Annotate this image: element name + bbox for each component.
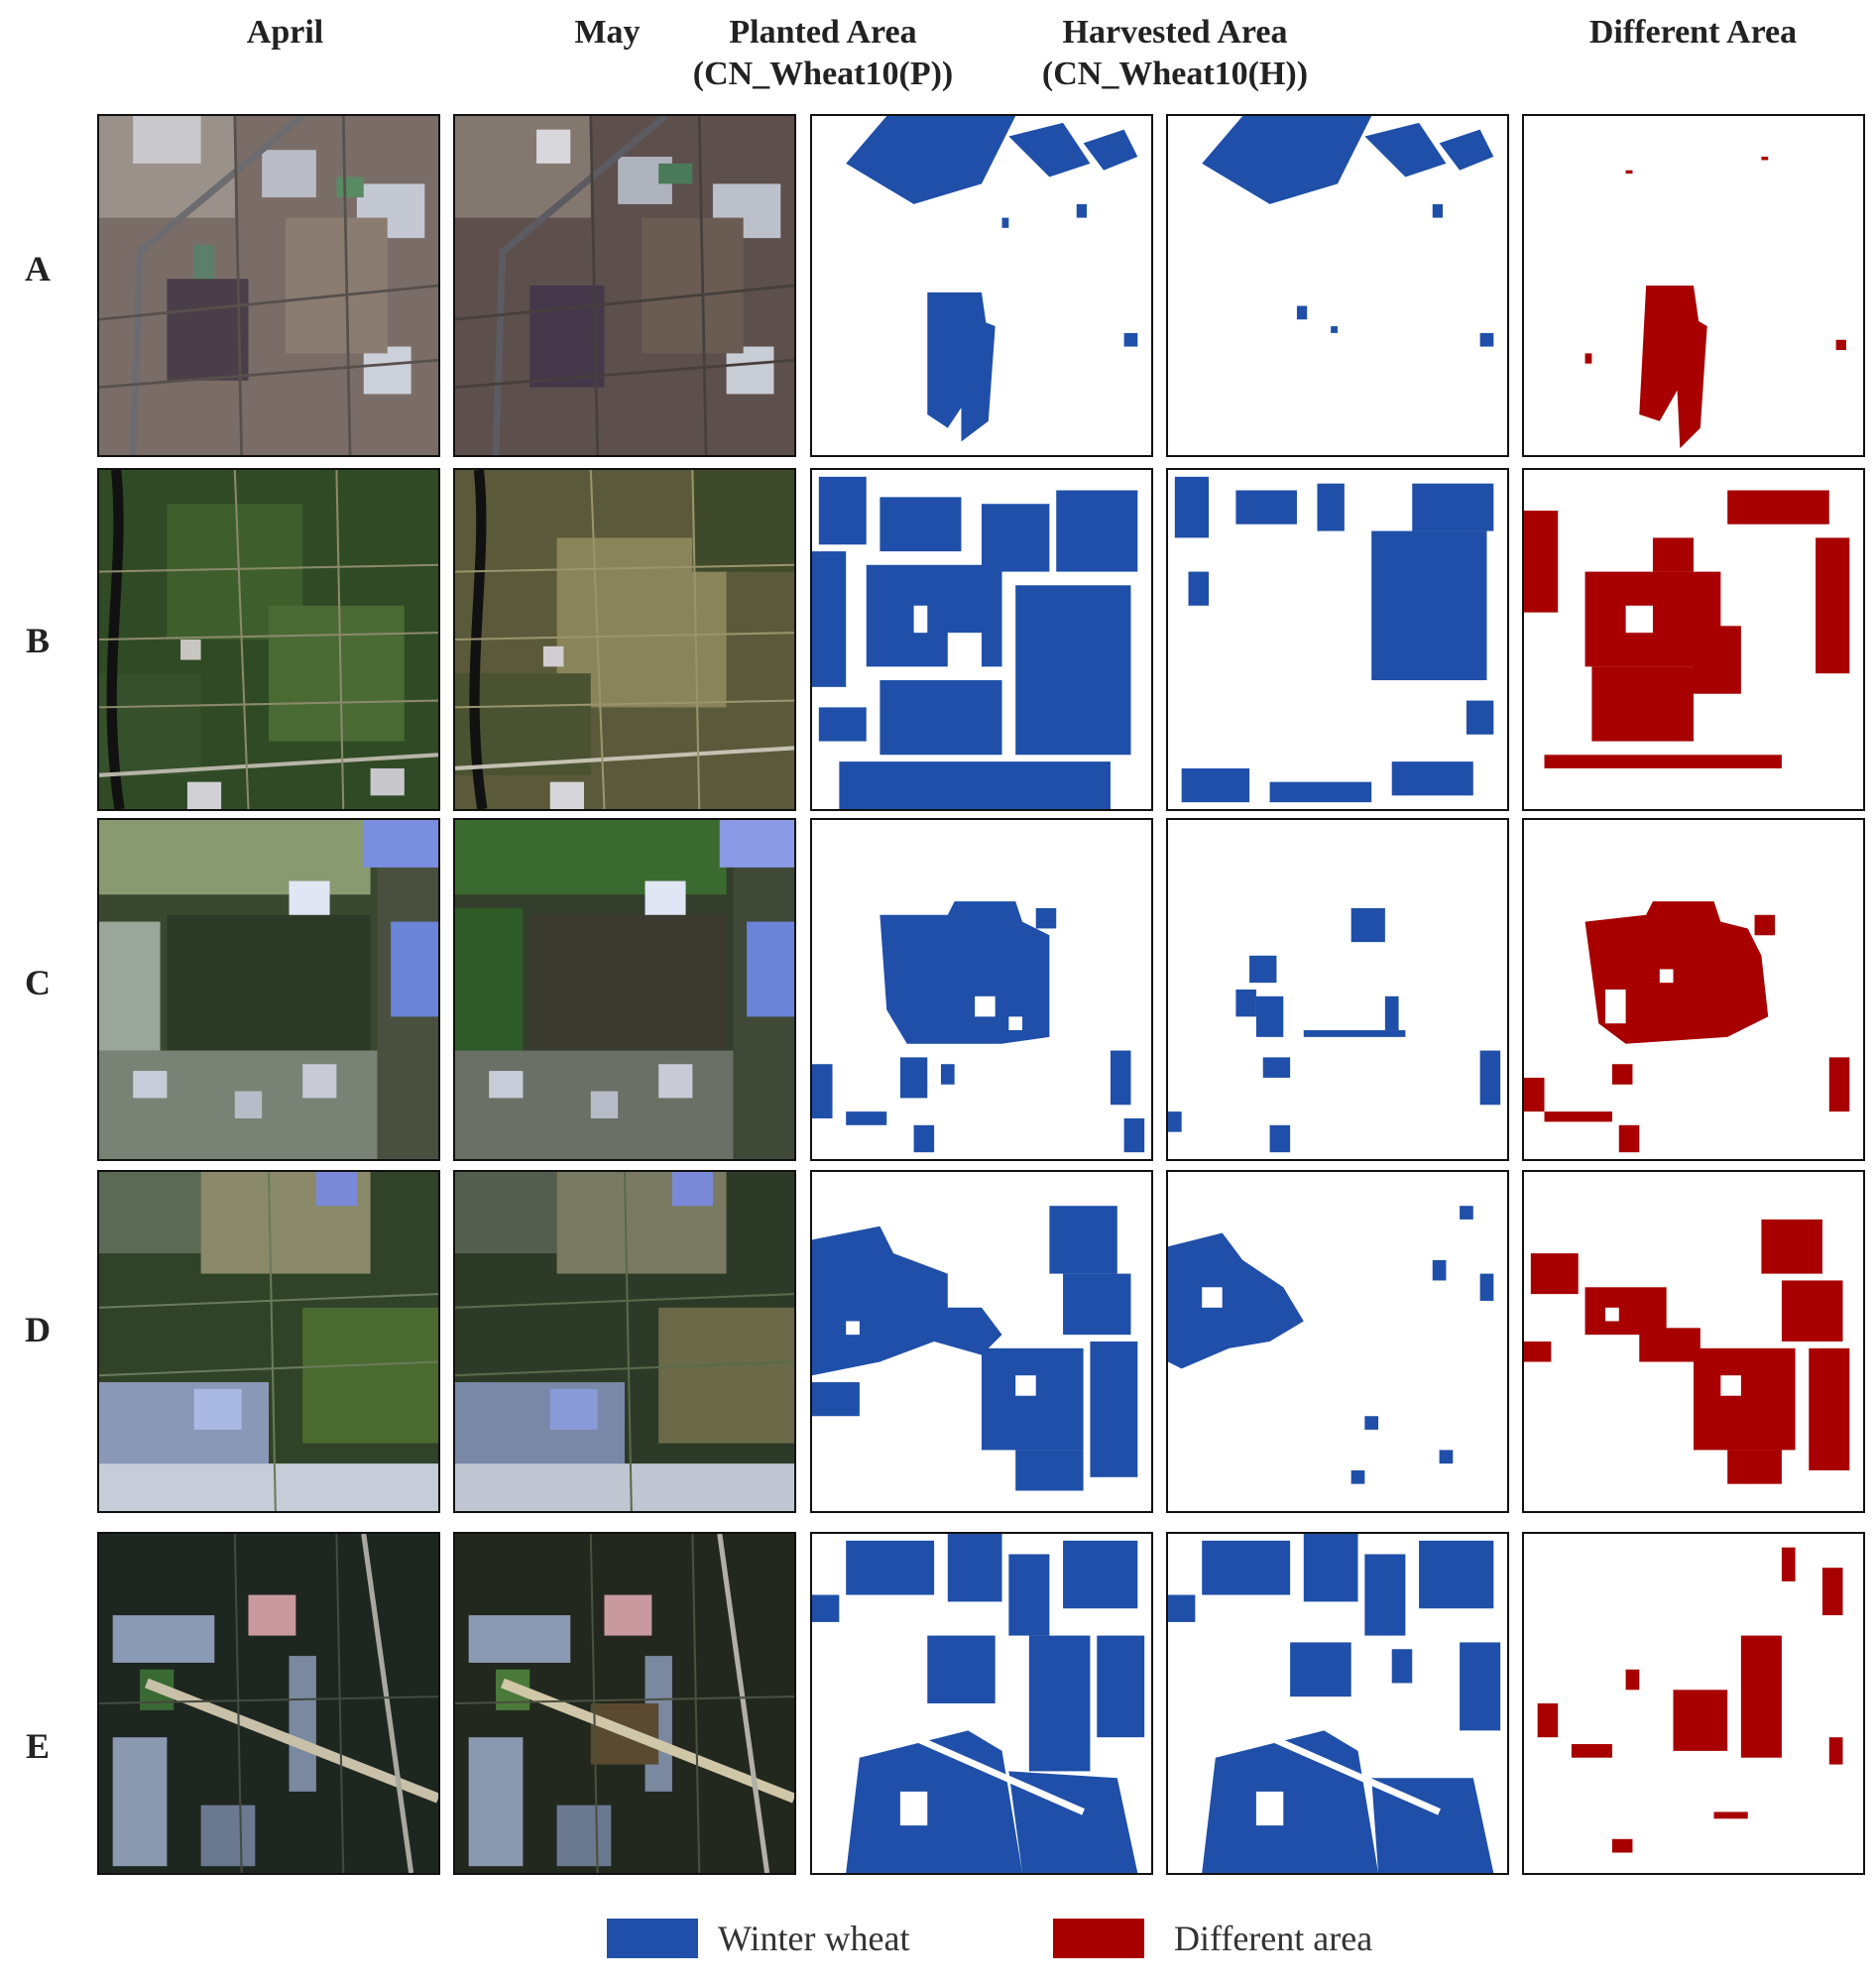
row-label-c: C <box>25 963 51 1002</box>
header-april-text: April <box>246 14 324 51</box>
header-april: April <box>114 12 456 54</box>
image-may-e <box>453 1532 796 1875</box>
legend-winter-wheat-label: Winter wheat <box>718 1919 910 1958</box>
header-planted-line2: (CN_Wheat10(P)) <box>692 56 954 92</box>
image-april-d <box>97 1170 440 1513</box>
map-planted-c <box>810 818 1153 1161</box>
image-april-e <box>97 1532 440 1875</box>
legend-different-area-swatch <box>1053 1919 1144 1958</box>
row-label-d: D <box>25 1310 51 1349</box>
map-different-d <box>1522 1170 1865 1513</box>
row-label-e: E <box>25 1726 50 1766</box>
image-april-b <box>97 468 440 811</box>
map-different-c <box>1522 818 1865 1161</box>
header-different-text: Different Area <box>1588 14 1798 51</box>
header-harvested-line1: Harvested Area <box>1062 14 1288 51</box>
map-planted-b <box>810 468 1153 811</box>
header-harvested-line2: (CN_Wheat10(H)) <box>1041 56 1309 92</box>
map-harvested-b <box>1166 468 1509 811</box>
row-label-b: B <box>25 621 50 660</box>
header-may-text: May <box>574 14 641 51</box>
map-planted-d <box>810 1170 1153 1513</box>
map-planted-a <box>810 114 1153 457</box>
legend-winter-wheat-swatch <box>607 1919 698 1958</box>
header-planted-line1: Planted Area <box>729 14 917 51</box>
image-may-a <box>453 114 796 457</box>
map-harvested-c <box>1166 818 1509 1161</box>
map-harvested-e <box>1166 1532 1509 1875</box>
map-harvested-a <box>1166 114 1509 457</box>
map-different-b <box>1522 468 1865 811</box>
map-harvested-d <box>1166 1170 1509 1513</box>
map-different-a <box>1522 114 1865 457</box>
header-planted-area: Planted Area (CN_Wheat10(P)) <box>649 12 997 95</box>
legend-different-area-label: Different area <box>1174 1919 1373 1958</box>
map-different-e <box>1522 1532 1865 1875</box>
image-may-c <box>453 818 796 1161</box>
header-may: May <box>436 12 778 54</box>
image-may-d <box>453 1170 796 1513</box>
image-april-a <box>97 114 440 457</box>
image-may-b <box>453 468 796 811</box>
map-planted-e <box>810 1532 1153 1875</box>
header-harvested-area: Harvested Area (CN_Wheat10(H)) <box>997 12 1353 95</box>
row-label-a: A <box>25 249 51 289</box>
header-different-area: Different Area <box>1522 12 1864 54</box>
image-april-c <box>97 818 440 1161</box>
